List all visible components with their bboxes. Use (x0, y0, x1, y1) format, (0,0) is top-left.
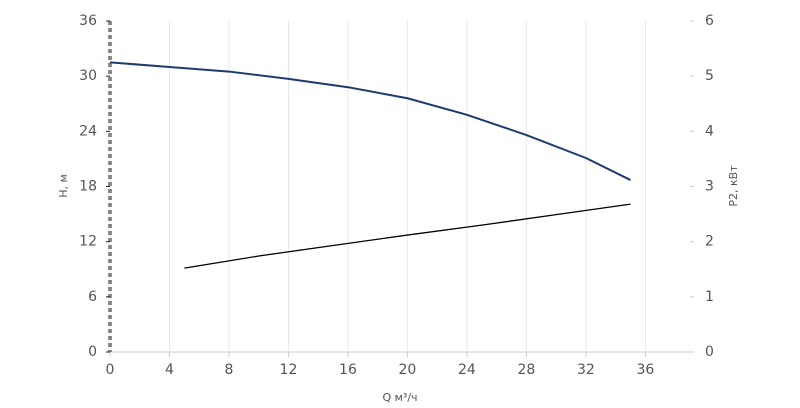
series-line (184, 203, 631, 269)
x-tick-label: 0 (106, 362, 115, 378)
x-tick-label: 16 (339, 362, 357, 378)
y2-tick-label: 1 (705, 289, 714, 305)
y-tick-label: 24 (79, 123, 97, 139)
y-tick-label: 0 (88, 344, 97, 360)
x-tick-label: 4 (165, 362, 174, 378)
x-tick-label: 36 (636, 362, 654, 378)
y-tick-label: 30 (79, 68, 97, 84)
x-tick-label: 12 (280, 362, 298, 378)
y-axis-label: H, м (57, 174, 70, 198)
x-tick-label: 8 (225, 362, 234, 378)
y2-axis-label: P2, кВт (727, 165, 740, 207)
series-line (109, 61, 631, 181)
y2-tick-label: 3 (705, 179, 714, 195)
x-axis-label: Q м³/ч (382, 391, 417, 404)
y-tick-label: 18 (79, 179, 97, 195)
x-tick-label: 24 (458, 362, 476, 378)
y2-tick-label: 5 (705, 68, 714, 84)
x-tick-label: 20 (399, 362, 417, 378)
y-tick-label: 12 (79, 234, 97, 250)
x-tick-label: 32 (577, 362, 595, 378)
y2-tick-label: 6 (705, 13, 714, 29)
y2-tick-label: 4 (705, 123, 714, 139)
y-tick-label: 6 (88, 289, 97, 305)
x-tick-label: 28 (517, 362, 535, 378)
y2-tick-label: 2 (705, 234, 714, 250)
y-tick-label: 36 (79, 13, 97, 29)
y2-tick-label: 0 (705, 344, 714, 360)
